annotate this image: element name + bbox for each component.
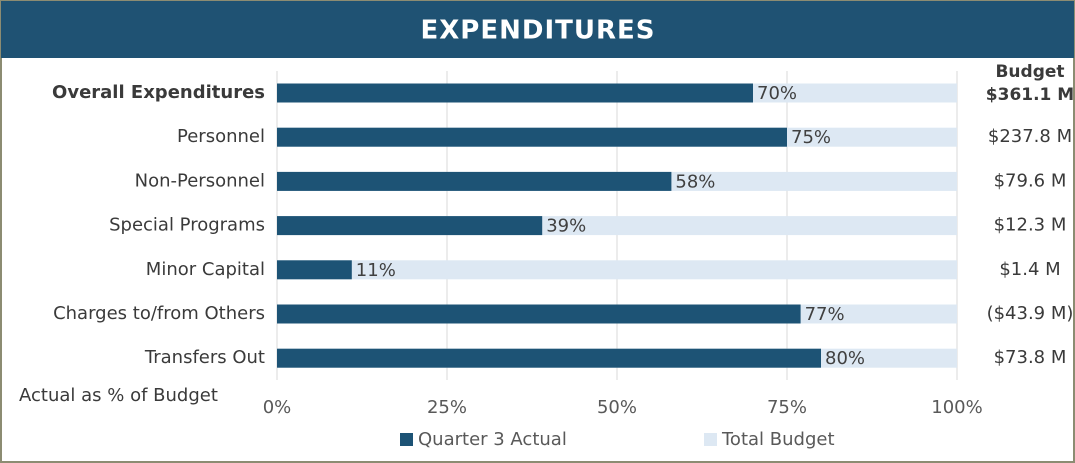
bar bbox=[277, 348, 821, 368]
x-tick-label: 100% bbox=[931, 397, 982, 418]
y-tick-label: Special Programs bbox=[109, 215, 265, 236]
bar bbox=[277, 171, 672, 191]
y-tick-label: Charges to/from Others bbox=[53, 303, 265, 324]
legend-label: Quarter 3 Actual bbox=[418, 429, 567, 450]
y-tick-label: Transfers Out bbox=[144, 347, 265, 368]
budget-label: $73.8 M bbox=[994, 347, 1067, 368]
value-label: 80% bbox=[825, 348, 865, 369]
x-tick-label: 50% bbox=[597, 397, 637, 418]
budget-label: $12.3 M bbox=[994, 215, 1067, 236]
legend-label: Total Budget bbox=[721, 429, 835, 450]
value-label: 75% bbox=[791, 127, 831, 148]
x-tick-label: 0% bbox=[263, 397, 292, 418]
budget-header: Budget bbox=[995, 62, 1064, 82]
axis-label: Actual as % of Budget bbox=[19, 385, 218, 406]
budget-label: $361.1 M bbox=[986, 85, 1074, 105]
x-tick-label: 75% bbox=[767, 397, 807, 418]
bar bbox=[277, 83, 753, 103]
bar bbox=[277, 260, 352, 280]
value-label: 70% bbox=[757, 83, 797, 104]
value-label: 58% bbox=[675, 171, 715, 192]
budget-label: $79.6 M bbox=[994, 170, 1067, 191]
x-tick-label: 25% bbox=[427, 397, 467, 418]
bar bbox=[277, 260, 957, 280]
value-label: 11% bbox=[356, 260, 396, 281]
bar bbox=[277, 127, 787, 147]
y-tick-label: Personnel bbox=[177, 126, 265, 147]
bar bbox=[277, 304, 801, 324]
header bbox=[1, 1, 1074, 58]
budget-label: $237.8 M bbox=[988, 126, 1072, 147]
value-label: 77% bbox=[805, 304, 845, 325]
chart-title: EXPENDITURES bbox=[421, 16, 656, 46]
bar bbox=[277, 216, 543, 236]
y-tick-label: Minor Capital bbox=[146, 259, 265, 280]
budget-label: $1.4 M bbox=[999, 259, 1060, 280]
value-label: 39% bbox=[546, 216, 586, 237]
legend-swatch bbox=[400, 433, 413, 446]
y-tick-label: Overall Expenditures bbox=[52, 82, 265, 103]
legend-swatch bbox=[704, 433, 717, 446]
y-tick-label: Non-Personnel bbox=[135, 170, 265, 191]
budget-label: ($43.9 M) bbox=[987, 303, 1074, 324]
